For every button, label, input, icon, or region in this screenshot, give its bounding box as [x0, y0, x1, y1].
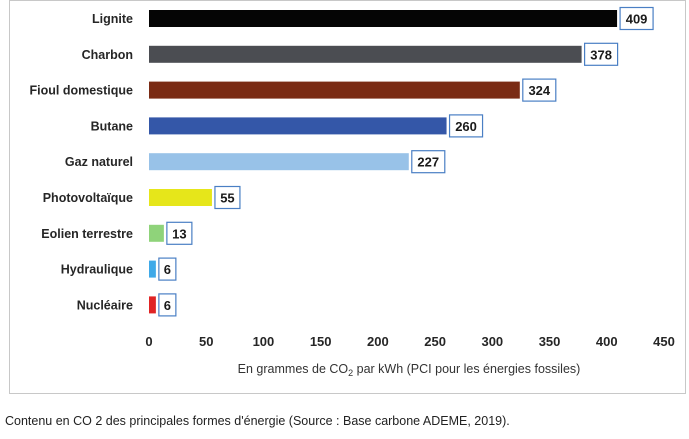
value-box-eolien-terrestre	[166, 221, 193, 245]
value-label-gaz-naturel: 227	[417, 155, 439, 170]
x-axis-ticks: 0 50 100 150 200 250 300 350 400 450	[145, 334, 674, 349]
x-axis-title-subscript: 2	[348, 368, 353, 378]
x-tick-label-50: 50	[199, 334, 213, 349]
value-box-charbon	[583, 42, 619, 66]
value-label-lignite: 409	[626, 12, 648, 27]
bar-gaz-naturel	[149, 153, 409, 171]
x-tick-label-400: 400	[596, 334, 618, 349]
bar-chart: Lignite Charbon Fioul domestique Butane Gaz …	[30, 6, 675, 378]
bar-butane	[149, 117, 447, 135]
bar-lignite	[149, 10, 618, 27]
value-box-gaz-naturel	[411, 150, 446, 174]
x-tick-label-450: 450	[653, 334, 675, 349]
x-tick-label-300: 300	[481, 334, 503, 349]
bar-fioul-domestique	[149, 81, 520, 99]
category-label-charbon: Charbon	[82, 48, 133, 62]
value-label-charbon: 378	[590, 47, 612, 62]
figure-frame	[9, 0, 686, 394]
value-box-photovoltaique	[214, 185, 241, 210]
x-axis-title-suffix: par kWh (PCI pour les énergies fossiles)	[353, 362, 580, 376]
bar-eolien-terrestre	[149, 224, 164, 242]
value-box-butane	[448, 114, 484, 138]
category-label-photovoltaique: Photovoltaïque	[43, 191, 133, 205]
figure-caption: Contenu en CO 2 des principales formes d…	[5, 414, 510, 428]
bar-nucleaire	[149, 296, 156, 314]
bars-group	[149, 10, 618, 314]
value-label-fioul-domestique: 324	[528, 83, 550, 98]
value-label-nucleaire: 6	[164, 298, 171, 313]
value-box-hydraulique	[158, 257, 177, 281]
category-label-lignite: Lignite	[92, 12, 133, 26]
x-tick-label-350: 350	[539, 334, 561, 349]
x-axis-title-prefix: En grammes de CO	[238, 362, 349, 376]
category-label-hydraulique: Hydraulique	[61, 263, 133, 277]
category-label-fioul-domestique: Fioul domestique	[30, 84, 134, 98]
x-tick-label-150: 150	[310, 334, 332, 349]
x-tick-label-0: 0	[145, 334, 152, 349]
value-box-nucleaire	[158, 293, 177, 317]
value-labels: 409 378 324 260 227 55 13 6 6	[158, 6, 654, 317]
value-label-butane: 260	[455, 119, 477, 134]
value-label-hydraulique: 6	[164, 262, 171, 277]
value-box-lignite	[619, 6, 654, 31]
category-label-gaz-naturel: Gaz naturel	[65, 155, 133, 169]
bar-charbon	[149, 45, 582, 63]
x-tick-label-200: 200	[367, 334, 389, 349]
value-label-photovoltaique: 55	[220, 191, 234, 206]
category-labels: Lignite Charbon Fioul domestique Butane Gaz …	[30, 12, 134, 312]
category-label-eolien-terrestre: Eolien terrestre	[41, 227, 133, 241]
x-axis-title: En grammes de CO2 par kWh (PCI pour les …	[238, 362, 581, 378]
category-label-nucleaire: Nucléaire	[77, 298, 133, 312]
x-tick-label-250: 250	[424, 334, 446, 349]
value-label-eolien-terrestre: 13	[172, 226, 186, 241]
value-box-fioul-domestique	[522, 78, 557, 102]
bar-hydraulique	[149, 260, 156, 278]
category-label-butane: Butane	[91, 119, 133, 133]
x-tick-label-100: 100	[253, 334, 275, 349]
bar-photovoltaique	[149, 189, 212, 206]
